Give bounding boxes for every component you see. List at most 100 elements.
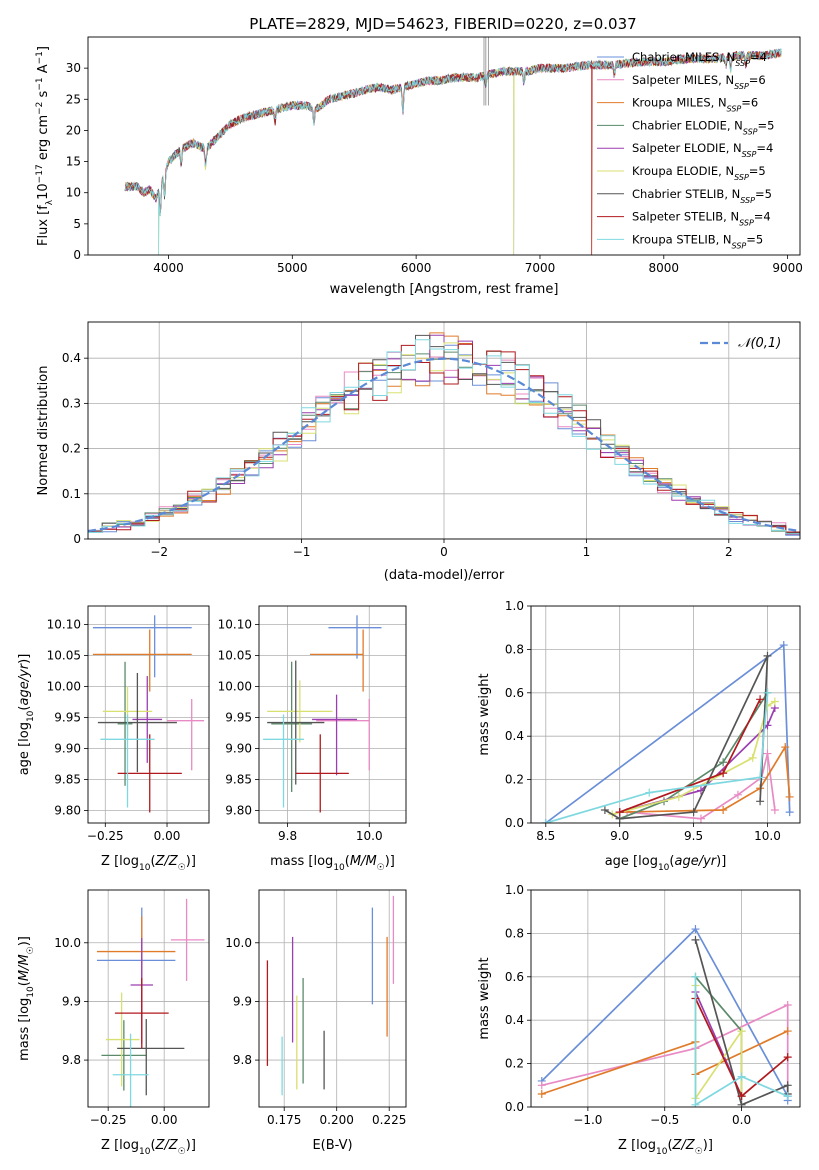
mass_vs_EBV-panel: 0.175 0.200 0.225 9.8 9.9 10.0 E(B-V) [225,889,407,1153]
weight_vs_Z-series-1 [541,1003,789,1094]
spectrum-xtick-label: 6000 [401,261,432,275]
weight_vs_Z-ylabel-part: mass weight [477,957,492,1039]
weight_vs_Z-series-6 [694,939,789,1106]
weight_vs_Z-xlabel-part: 10 [656,1147,668,1157]
weight_vs_age-marker-0 [785,808,794,817]
weight_vs_Z-ytick-label: 0.6 [505,970,524,984]
mass_vs_Z-xtick-label: −0.25 [90,1113,127,1127]
spectrum-line-8 [124,48,782,255]
weight_vs_Z-marker-8 [691,1100,700,1107]
weight_vs_age-marker-8 [541,819,550,823]
spectrum-ylabel-part: Flux [f [36,205,51,246]
legend-label-base: Salpeter STELIB, N [632,210,739,224]
weight_vs_age-marker-1 [763,749,772,758]
weight_vs_age-series-4 [619,707,776,813]
residuals-xlabel-part: (data-model)/error [384,568,505,583]
residuals-ytick-label: 0.2 [62,442,81,456]
age_vs_Z-panel: −0.25 0.00 9.80 9.85 9.90 9.95 10.00 10.05 10.10… [17,605,210,873]
legend-label-sub: SSP [743,127,758,136]
spectrum-ytick-label: 15 [66,155,81,169]
weight_vs_age-marker-1 [733,790,742,799]
age_vs_mass-xtick-label: 10.0 [356,829,383,843]
mass_vs_EBV-frame [258,889,407,1108]
mass_vs_EBV-ytick-label: 9.8 [233,1053,252,1067]
mass_vs_EBV-plot-area [259,890,406,1107]
spectrum-ylabel-part: ] [36,46,51,51]
spectrum-ytick-label: 20 [66,123,81,137]
legend-label-tail: =4 [754,210,771,224]
spectrum-ylabel-part: A [36,64,51,77]
residuals-xtick-label: −2 [150,545,168,559]
mass_vs_Z-xlabel-part: Z [ [101,1138,119,1153]
age_vs_Z-xlabel-part: 10 [139,863,151,873]
residuals-xtick-label: 2 [725,545,733,559]
weight_vs_age-ytick-label: 0.4 [505,729,524,743]
weight_vs_Z-ytick-label: 0.2 [505,1057,524,1071]
weight_vs_Z-xlabel-part: )] [703,1138,713,1153]
weight_vs_age-marker-2 [785,792,794,801]
weight_vs_Z-xlabel: Z [log10(Z/Z☉)] [618,1138,713,1157]
age_vs_Z-ytick-label: 9.80 [54,804,81,818]
weight_vs_Z-marker-1 [783,1001,792,1010]
legend-label-3: Chabrier ELODIE, NSSP=5 [632,118,774,136]
age_vs_mass-xlabel-part: ☉ [377,863,385,873]
weight_vs_Z-ylabel: mass weight [477,957,492,1039]
age_vs_mass-plot-area [259,606,406,823]
weight_vs_Z-marker-5 [737,1027,746,1036]
mass_vs_Z-xlabel-part: )] [186,1138,196,1153]
age_vs_Z-ylabel-part: 10 [26,710,36,722]
mass_vs_Z-ytick-label: 10.0 [54,936,81,950]
legend-label-sub: SSP [734,173,749,182]
legend-label-7: Salpeter STELIB, NSSP=4 [632,210,771,228]
weight_vs_age-xtick-label: 9.5 [684,829,703,843]
weight_vs_age-marker-7 [719,769,728,778]
weight_vs_age-marker-8 [756,773,765,782]
weight_vs_age-ylabel-part: mass weight [477,673,492,755]
age_vs_mass-xlabel-part: )] [385,854,395,869]
spectrum-ylabel-part: −1 [35,51,45,64]
legend-label-sub: SSP [732,241,747,250]
weight_vs_age-xlabel-part: )] [716,854,726,869]
weight_vs_Z-marker-6 [783,1081,792,1090]
mass_vs_Z-xlabel-part: log [119,1138,139,1153]
weight_vs_Z-series-8 [694,976,789,1107]
weight_vs_age-xlabel-part: age/yr [674,854,717,869]
weight_vs_Z-frame [530,889,801,1108]
weight_vs_age-ytick-label: 0.6 [505,686,524,700]
age_vs_Z-xlabel-part: log [119,854,139,869]
legend-label-5: Kroupa ELODIE, NSSP=5 [632,164,766,182]
spectrum-ylabel-part: −1 [35,77,45,90]
residuals-xlabel: (data-model)/error [384,568,505,583]
mass_vs_EBV-xtick-label: 0.200 [320,1113,354,1127]
mass_vs_Z-panel: −0.25 0.009.89.910.0Z [log10(Z/Z☉)]mass [… [17,889,210,1157]
mass_vs_Z-plot-area [88,890,209,1107]
age_vs_Z-xlabel-part: ( [150,854,155,869]
age_vs_Z-ylabel-part: )] [17,654,32,664]
residuals-ytick-label: 0.1 [62,487,81,501]
weight_vs_age-marker-1 [696,814,705,823]
legend-label-tail: =5 [746,232,763,246]
legend-label-tail: =5 [749,164,766,178]
legend-label-base: Kroupa ELODIE, N [632,164,734,178]
normal-reference-curve [88,357,800,533]
weight_vs_Z-ytick-label: 1.0 [505,883,524,897]
legend-label-sub: SSP [742,150,757,159]
weight_vs_age-xtick-label: 10.0 [754,829,781,843]
weight_vs_Z-xlabel-part: Z [ [618,1138,636,1153]
spectrum-xlabel-part: wavelength [Angstrom, rest frame] [330,282,559,297]
weight_vs_age-xlabel-part: log [638,854,658,869]
weight_vs_age-ylabel: mass weight [477,673,492,755]
weight_vs_age-marker-2 [781,743,790,752]
age_vs_Z-xlabel-part: Z [ [101,854,119,869]
legend-label-1: Salpeter MILES, NSSP=6 [632,73,766,91]
age_vs_mass-xlabel-part: mass [ [270,854,313,869]
spectrum-ytick-label: 5 [73,217,81,231]
age_vs_Z-frame [87,605,210,824]
legend-label-sub: SSP [739,218,754,227]
legend-label-tail: =5 [758,118,775,132]
age_vs_mass-xlabel-part: log [313,854,333,869]
spectrum-ylabel-part: erg cm [36,115,51,164]
age_vs_mass-ytick-label: 9.80 [225,804,252,818]
weight_vs_Z-xlabel-part: ( [667,1138,672,1153]
weight_vs_age-marker-6 [756,797,765,806]
